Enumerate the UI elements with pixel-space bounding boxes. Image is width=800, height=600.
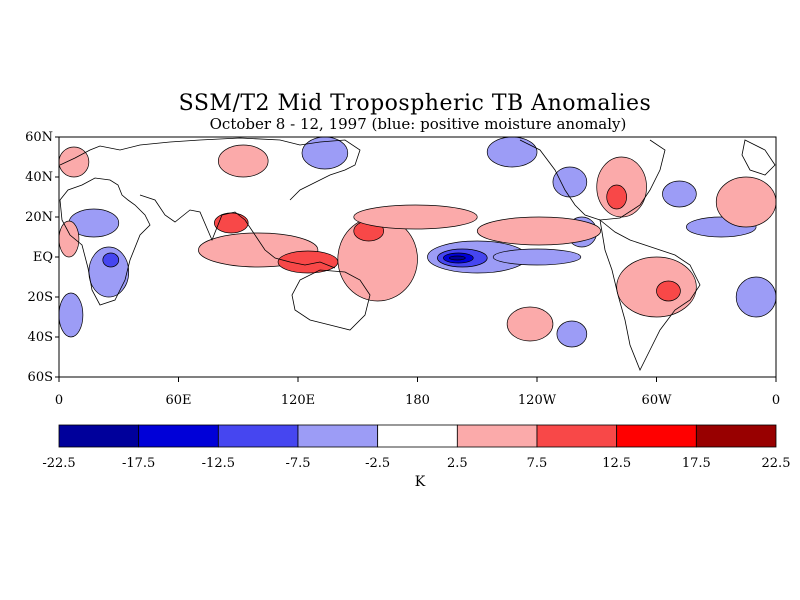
colorbar-swatch	[536, 424, 618, 448]
anomaly-region-29	[506, 306, 554, 342]
anomaly-region-30	[715, 176, 776, 228]
anomaly-region-13	[735, 276, 776, 318]
anomaly-region-16	[556, 320, 588, 348]
anomaly-region-3	[449, 255, 466, 261]
anomaly-region-28	[217, 144, 269, 178]
lon-tick-label: 0	[55, 393, 63, 408]
colorbar-tick-label: 7.5	[527, 456, 548, 471]
anomaly-region-10	[102, 252, 120, 268]
lat-tick-label: 60S	[28, 370, 53, 385]
anomaly-region-19	[213, 212, 249, 234]
colorbar-tick-label: -7.5	[285, 456, 310, 471]
lon-tick-label: 60E	[165, 393, 191, 408]
anomaly-region-32	[59, 146, 90, 178]
anomaly-region-26	[616, 256, 697, 318]
coastlines	[59, 137, 776, 371]
anomaly-region-4	[492, 248, 582, 266]
lon-tick-label: 120E	[281, 393, 315, 408]
colorbar-tick-label: -12.5	[202, 456, 235, 471]
anomaly-region-27	[656, 280, 681, 302]
lat-tick-label: 20N	[25, 210, 53, 225]
anomaly-region-23	[476, 216, 602, 246]
colorbar-tick-label: -22.5	[42, 456, 75, 471]
colorbar-units: K	[414, 474, 426, 490]
lon-tick-label: 0	[772, 393, 780, 408]
colorbar-swatch	[695, 424, 777, 448]
lat-tick-label: 60N	[25, 130, 53, 145]
anomaly-region-7	[486, 137, 538, 168]
colorbar-swatch	[616, 424, 697, 448]
anomaly-region-25	[606, 184, 627, 210]
lat-tick-label: 40N	[25, 170, 53, 185]
colorbar-swatch	[217, 424, 299, 448]
colorbar-swatch	[138, 424, 219, 448]
map-title: SSM/T2 Mid Tropospheric TB Anomalies	[178, 91, 652, 116]
colorbar-tick-label: -17.5	[122, 456, 155, 471]
colorbar-tick-label: 17.5	[682, 456, 711, 471]
colorbar-tick-label: -2.5	[365, 456, 390, 471]
map-subtitle: October 8 - 12, 1997 (blue: positive moi…	[209, 115, 627, 133]
colorbar-swatch	[377, 424, 458, 448]
colorbar-swatch	[456, 424, 538, 448]
colorbar-tick-label: 2.5	[447, 456, 468, 471]
colorbar: -22.5 -17.5 -12.5 -7.5 -2.5 2.5 7.5 12.5 17.5 22.…	[42, 424, 791, 471]
anomaly-region-15	[662, 180, 697, 208]
anomaly-region-12	[59, 292, 84, 338]
lon-tick-label: 180	[405, 393, 430, 408]
lat-tick-label: EQ	[33, 250, 53, 265]
colorbar-tick-label: 22.5	[762, 456, 791, 471]
lat-tick-label: 20S	[28, 290, 53, 305]
lon-tick-label: 120W	[518, 393, 557, 408]
lat-tick-label: 40S	[28, 330, 53, 345]
colorbar-swatch	[58, 424, 140, 448]
colorbar-swatch	[297, 424, 379, 448]
anomaly-region-6	[552, 166, 588, 198]
anomaly-region-18	[277, 250, 339, 274]
anomaly-region-31	[59, 220, 80, 258]
anomaly-regions	[59, 137, 776, 348]
anomaly-region-8	[301, 137, 349, 170]
lon-tick-label: 60W	[642, 393, 673, 408]
anomaly-region-22	[353, 204, 478, 230]
longitude-axis: 0 60E 120E 180 120W 60W 0	[55, 377, 780, 408]
latitude-axis: 60N 40N 20N EQ 20S 40S 60S	[25, 130, 59, 385]
colorbar-tick-label: 12.5	[602, 456, 631, 471]
